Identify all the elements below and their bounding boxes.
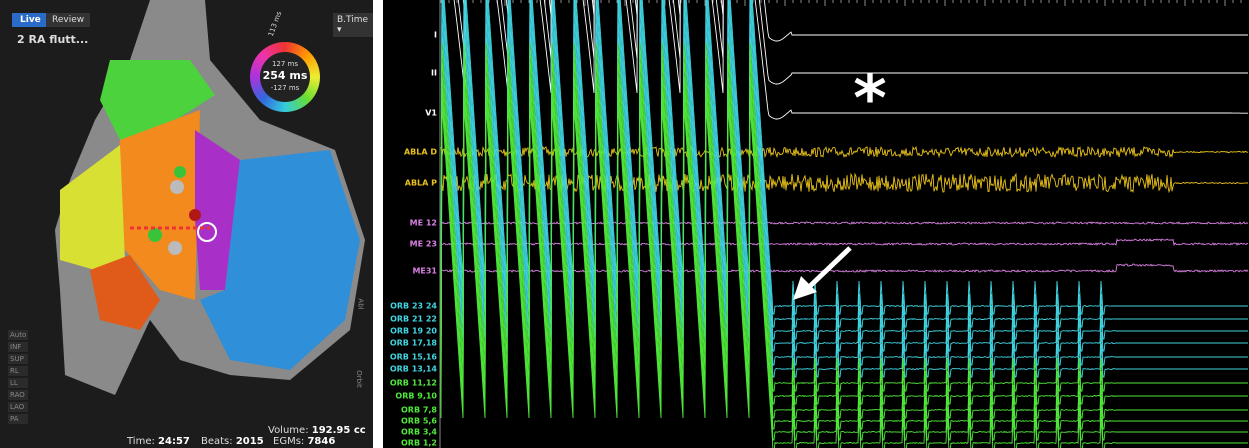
view-button[interactable]: PA	[8, 414, 28, 424]
channel-label: ORB 7,8	[401, 406, 437, 415]
channel-label: ME 23	[410, 240, 437, 249]
channel-label: ORB 9,10	[395, 392, 437, 401]
waveform	[440, 238, 1249, 247]
timing-ring	[250, 42, 320, 112]
arrowhead	[793, 276, 817, 300]
channel-label: ABLA P	[405, 179, 437, 188]
channel-label: ORB 17,18	[390, 339, 438, 348]
waveform	[440, 28, 1248, 378]
view-button[interactable]: LAO	[8, 402, 28, 412]
map-panel: Live Review B.Time ▾ 2 RA flutt... 113 m…	[0, 0, 373, 448]
tag	[148, 228, 162, 242]
waveform	[440, 16, 1248, 366]
status-value: 7846	[307, 436, 336, 447]
waveform	[440, 172, 1249, 194]
channel-label: ORB 23 24	[390, 302, 437, 311]
waveform	[440, 0, 1248, 315]
channel-label: ORB 5,6	[401, 417, 437, 426]
region-blue	[200, 150, 360, 370]
channel-label: I	[434, 31, 437, 40]
channel-label: ORB 15,16	[390, 353, 438, 362]
status-label: Volume:	[268, 425, 309, 436]
tag	[174, 166, 186, 178]
channel-label: ME31	[412, 267, 437, 276]
waveform	[440, 42, 1248, 392]
channel-label: ORB 11,12	[390, 379, 437, 388]
waveform	[440, 55, 1248, 405]
waveform	[440, 0, 1248, 328]
waveform	[440, 221, 1249, 225]
tab[interactable]: Live	[12, 13, 49, 27]
region-red	[90, 255, 160, 330]
dropdown[interactable]: B.Time ▾	[333, 13, 373, 37]
channel-label: ORB 19 20	[390, 327, 437, 336]
tag	[170, 180, 184, 194]
status-value: 24:57	[158, 436, 190, 447]
channel-label: ME 12	[410, 219, 437, 228]
tab[interactable]: Review	[46, 13, 91, 27]
status-label: Time:	[127, 436, 155, 447]
view-button[interactable]: RAO	[8, 390, 28, 400]
side-tab[interactable]: Orbit	[354, 370, 363, 388]
status-item: Time: 24:57	[127, 436, 190, 447]
channel-label: ORB 3,4	[401, 428, 437, 437]
region-yellow	[60, 145, 125, 270]
status-value: 2015	[235, 436, 264, 447]
channel-label: ABLA D	[404, 148, 437, 157]
status-label: Beats:	[201, 436, 233, 447]
anatomy-map	[55, 0, 365, 395]
status-item: EGMs: 7846	[273, 436, 335, 447]
waveform	[457, 0, 1248, 85]
channel-label: ORB 21 22	[390, 315, 437, 324]
catheter	[197, 222, 217, 242]
status-item: Volume: 192.95 cc	[268, 425, 366, 436]
view-buttons: Auto INF SUP RL LL RAO LAO PA	[8, 330, 28, 426]
view-button[interactable]: LL	[8, 378, 28, 388]
annotation: *	[853, 63, 886, 137]
waveform	[440, 80, 1248, 430]
ring-label: 127 ms	[271, 60, 299, 68]
channel-label: V1	[425, 109, 437, 118]
waveform	[453, 0, 1248, 120]
arrow	[806, 246, 852, 290]
waveform	[440, 2, 1248, 352]
region-purple	[195, 130, 240, 290]
waveform	[440, 263, 1249, 273]
view-button[interactable]: SUP	[8, 354, 28, 364]
channel-label: II	[431, 69, 437, 78]
channel-label: ORB 1,2	[401, 439, 437, 448]
map-name: 2 RA flutt...	[17, 33, 89, 46]
waveform	[440, 69, 1248, 419]
view-button[interactable]: Auto	[8, 330, 28, 340]
tag	[168, 241, 182, 255]
waveform	[440, 145, 1249, 159]
tag	[189, 209, 201, 221]
waveform	[440, 102, 1248, 448]
status-item: Beats: 2015	[201, 436, 264, 447]
status-value: 192.95 cc	[311, 425, 366, 436]
view-button[interactable]: INF	[8, 342, 28, 352]
waveform	[440, 0, 1248, 340]
ring-center	[260, 52, 310, 102]
side-tab[interactable]: Abl	[356, 298, 365, 310]
waveform	[462, 0, 1248, 42]
channel-label: ORB 13,14	[390, 365, 438, 374]
waveform	[440, 91, 1248, 441]
ring-label: 254 ms	[262, 69, 308, 82]
status-label: EGMs:	[273, 436, 305, 447]
region-green	[100, 60, 215, 140]
view-button[interactable]: RL	[8, 366, 28, 376]
ring-label: -127 ms	[270, 84, 300, 92]
